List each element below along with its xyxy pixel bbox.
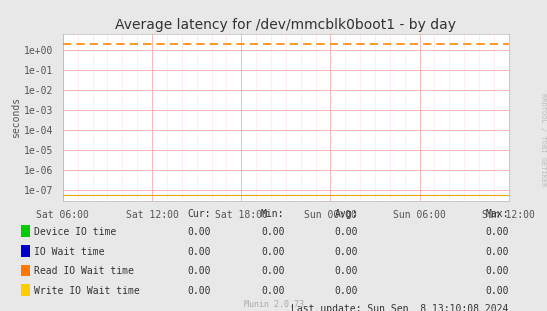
Text: 0.00: 0.00 [335, 286, 358, 296]
Text: 0.00: 0.00 [485, 247, 509, 257]
Text: 0.00: 0.00 [187, 266, 211, 276]
Title: Average latency for /dev/mmcblk0boot1 - by day: Average latency for /dev/mmcblk0boot1 - … [115, 18, 456, 32]
Text: 0.00: 0.00 [335, 247, 358, 257]
Text: 0.00: 0.00 [261, 227, 284, 237]
Text: 0.00: 0.00 [485, 227, 509, 237]
Y-axis label: seconds: seconds [11, 97, 21, 138]
Text: 0.00: 0.00 [187, 247, 211, 257]
Text: Last update: Sun Sep  8 13:10:08 2024: Last update: Sun Sep 8 13:10:08 2024 [292, 304, 509, 311]
Text: 0.00: 0.00 [187, 286, 211, 296]
Text: Munin 2.0.73: Munin 2.0.73 [243, 300, 304, 309]
Text: Min:: Min: [261, 209, 284, 219]
Text: Avg:: Avg: [335, 209, 358, 219]
Text: 0.00: 0.00 [261, 247, 284, 257]
Text: 0.00: 0.00 [335, 266, 358, 276]
Text: Cur:: Cur: [187, 209, 211, 219]
Text: Read IO Wait time: Read IO Wait time [34, 266, 134, 276]
Text: 0.00: 0.00 [261, 286, 284, 296]
Text: Write IO Wait time: Write IO Wait time [34, 286, 139, 296]
Text: RRDTOOL / TOBI OETIKER: RRDTOOL / TOBI OETIKER [540, 93, 546, 187]
Text: 0.00: 0.00 [335, 227, 358, 237]
Text: 0.00: 0.00 [485, 266, 509, 276]
Text: Device IO time: Device IO time [34, 227, 116, 237]
Text: 0.00: 0.00 [485, 286, 509, 296]
Text: 0.00: 0.00 [261, 266, 284, 276]
Text: Max:: Max: [485, 209, 509, 219]
Text: IO Wait time: IO Wait time [34, 247, 104, 257]
Text: 0.00: 0.00 [187, 227, 211, 237]
